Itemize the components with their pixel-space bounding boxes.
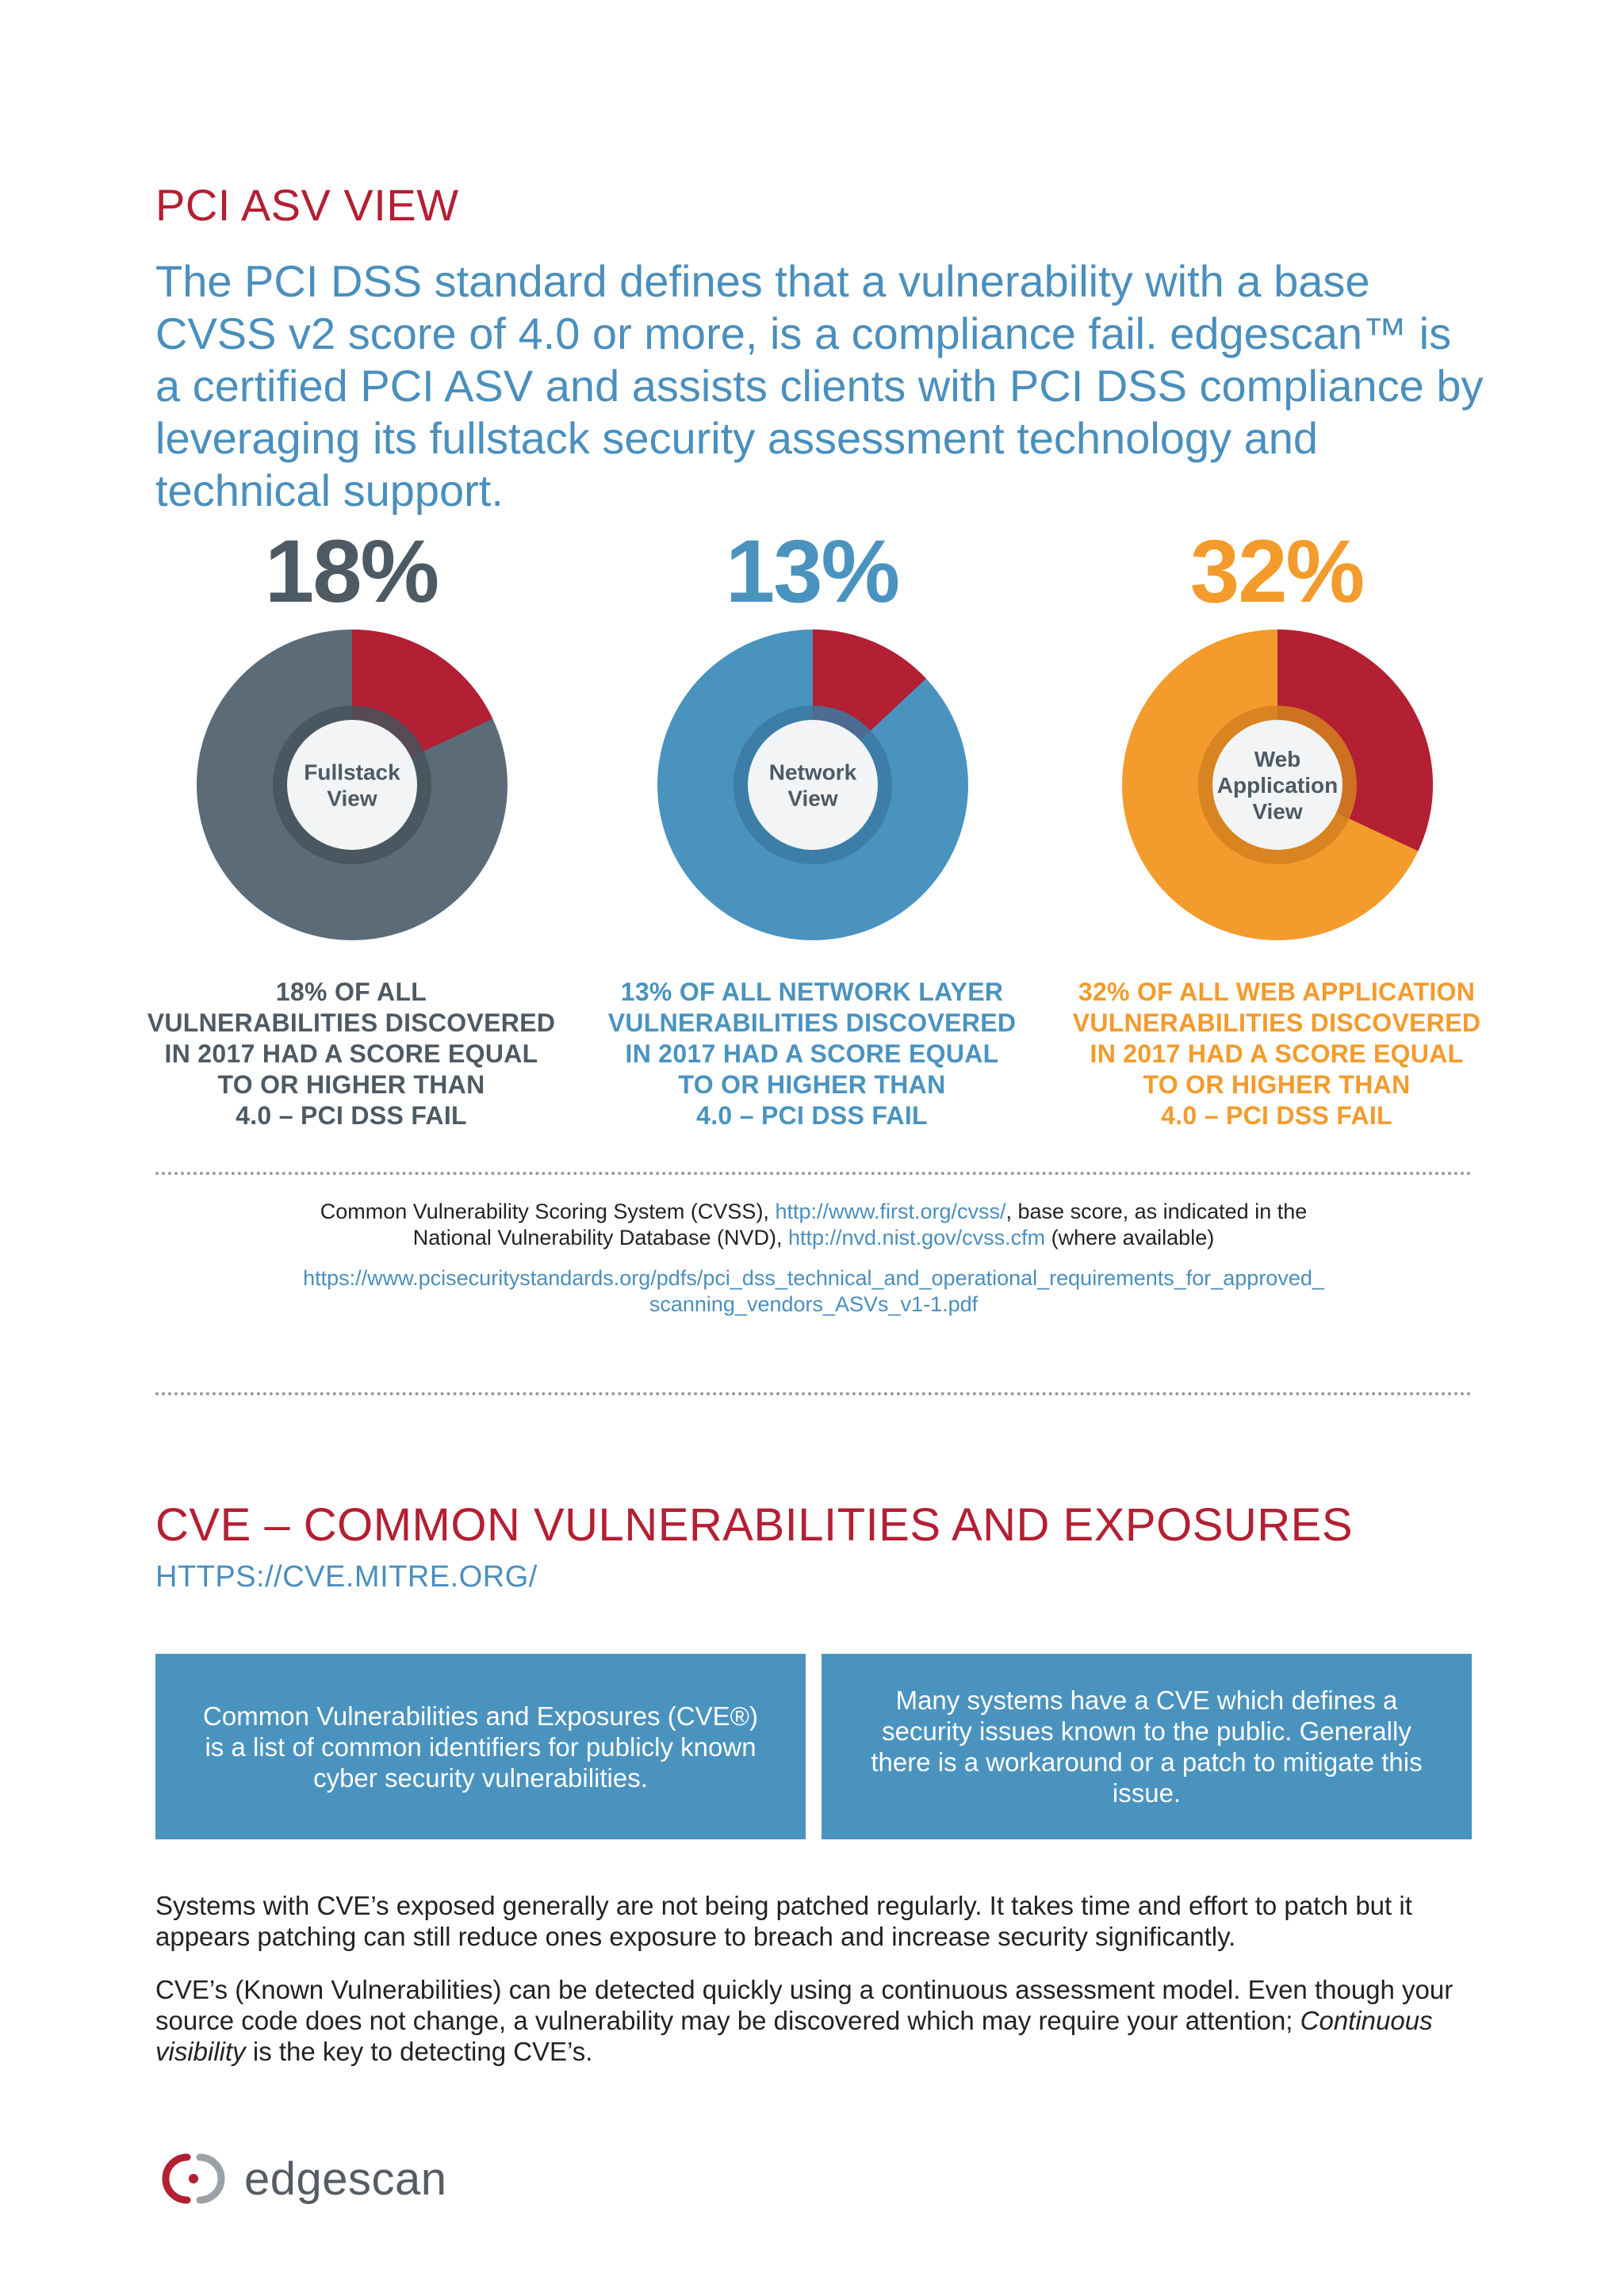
caption-fullstack: 18% OF ALL VULNERABILITIES DISCOVERED IN… bbox=[129, 977, 573, 1131]
first-org-link[interactable]: http://www.first.org/cvss/ bbox=[775, 1200, 1006, 1223]
donut-fullstack: Fullstack View bbox=[196, 629, 508, 941]
caption-line: TO OR HIGHER THAN bbox=[217, 1070, 485, 1099]
caption-line: 13% OF ALL NETWORK LAYER bbox=[620, 978, 1004, 1006]
para-text: CVE’s (Known Vulnerabilities) can be det… bbox=[155, 1975, 1454, 2035]
cve-paragraph-2: CVE’s (Known Vulnerabilities) can be det… bbox=[155, 1974, 1488, 2067]
box-text: Common Vulnerabilities and Exposures (CV… bbox=[203, 1701, 758, 1793]
pci-reference-link[interactable]: https://www.pcisecuritystandards.org/pdf… bbox=[155, 1265, 1472, 1318]
caption-line: IN 2017 HAD A SCORE EQUAL bbox=[625, 1039, 999, 1068]
para-text: is the key to detecting CVE’s. bbox=[245, 2037, 593, 2066]
donut-webapp: Web Application View bbox=[1121, 629, 1434, 941]
caption-webapp: 32% OF ALL WEB APPLICATION VULNERABILITI… bbox=[1055, 977, 1499, 1131]
pci-link-line[interactable]: https://www.pcisecuritystandards.org/pdf… bbox=[303, 1266, 1324, 1290]
caption-line: VULNERABILITIES DISCOVERED bbox=[607, 1008, 1017, 1037]
ref-text: , base score, as indicated in the bbox=[1005, 1200, 1308, 1223]
cvss-reference: Common Vulnerability Scoring System (CVS… bbox=[155, 1199, 1472, 1251]
donut-network: Network View bbox=[657, 629, 969, 941]
para-emphasis: Continuous visibility bbox=[155, 2006, 1433, 2066]
nvd-link[interactable]: http://nvd.nist.gov/cvss.cfm bbox=[787, 1226, 1046, 1249]
donut-center-label: View bbox=[327, 786, 377, 811]
stat-percent: 18% bbox=[264, 522, 439, 621]
caption-network: 13% OF ALL NETWORK LAYER VULNERABILITIES… bbox=[590, 977, 1034, 1131]
caption-line: IN 2017 HAD A SCORE EQUAL bbox=[164, 1039, 538, 1068]
cve-definition-box: Common Vulnerabilities and Exposures (CV… bbox=[155, 1654, 806, 1839]
donut-center-label: Web bbox=[1254, 747, 1301, 771]
ref-text: Common Vulnerability Scoring System (CVS… bbox=[320, 1200, 776, 1223]
caption-line: 4.0 – PCI DSS FAIL bbox=[236, 1101, 467, 1130]
donut-center-label: View bbox=[787, 786, 838, 811]
stat-network: 13% bbox=[590, 520, 1034, 623]
donut-center-disc bbox=[287, 720, 417, 850]
edgescan-logo: edgescan bbox=[155, 2147, 447, 2210]
caption-line: 4.0 – PCI DSS FAIL bbox=[696, 1101, 928, 1130]
cve-paragraph-1: Systems with CVE’s exposed generally are… bbox=[155, 1891, 1412, 1951]
stat-percent: 32% bbox=[1189, 522, 1365, 621]
caption-line: IN 2017 HAD A SCORE EQUAL bbox=[1090, 1039, 1464, 1068]
cve-url-link[interactable]: HTTPS://CVE.MITRE.ORG/ bbox=[155, 1560, 538, 1594]
dotted-divider bbox=[155, 1392, 1472, 1395]
caption-line: VULNERABILITIES DISCOVERED bbox=[147, 1008, 556, 1037]
caption-line: TO OR HIGHER THAN bbox=[1143, 1070, 1411, 1099]
ref-text: (where available) bbox=[1045, 1226, 1215, 1249]
stat-webapp: 32% bbox=[1055, 520, 1499, 623]
logo-text: edgescan bbox=[244, 2152, 447, 2205]
donut-center-label: Network bbox=[769, 760, 857, 785]
caption-line: TO OR HIGHER THAN bbox=[678, 1070, 946, 1099]
pci-lead-paragraph: The PCI DSS standard defines that a vuln… bbox=[155, 256, 1484, 515]
caption-line: 4.0 – PCI DSS FAIL bbox=[1161, 1101, 1392, 1130]
stat-fullstack: 18% bbox=[129, 520, 573, 623]
donut-center-label: Fullstack bbox=[304, 760, 400, 785]
donut-center-disc bbox=[748, 720, 878, 850]
caption-line: VULNERABILITIES DISCOVERED bbox=[1072, 1008, 1481, 1037]
caption-line: 18% OF ALL bbox=[275, 978, 427, 1006]
cve-systems-box: Many systems have a CVE which defines a … bbox=[822, 1654, 1472, 1839]
dotted-divider bbox=[155, 1172, 1472, 1175]
donut-center-disc bbox=[1212, 720, 1342, 850]
donut-center-label: Application bbox=[1217, 773, 1338, 798]
stat-percent: 13% bbox=[725, 522, 900, 621]
pci-link-line[interactable]: scanning_vendors_ASVs_v1-1.pdf bbox=[649, 1292, 979, 1316]
pci-asv-title: PCI ASV VIEW bbox=[155, 180, 459, 230]
cve-title: CVE – COMMON VULNERABILITIES AND EXPOSUR… bbox=[155, 1499, 1354, 1551]
box-text: Many systems have a CVE which defines a … bbox=[871, 1686, 1423, 1808]
caption-line: 32% OF ALL WEB APPLICATION bbox=[1078, 978, 1476, 1006]
edgescan-logo-icon bbox=[162, 2153, 225, 2204]
donut-center-label: View bbox=[1252, 799, 1303, 824]
ref-text: National Vulnerability Database (NVD), bbox=[412, 1226, 788, 1249]
